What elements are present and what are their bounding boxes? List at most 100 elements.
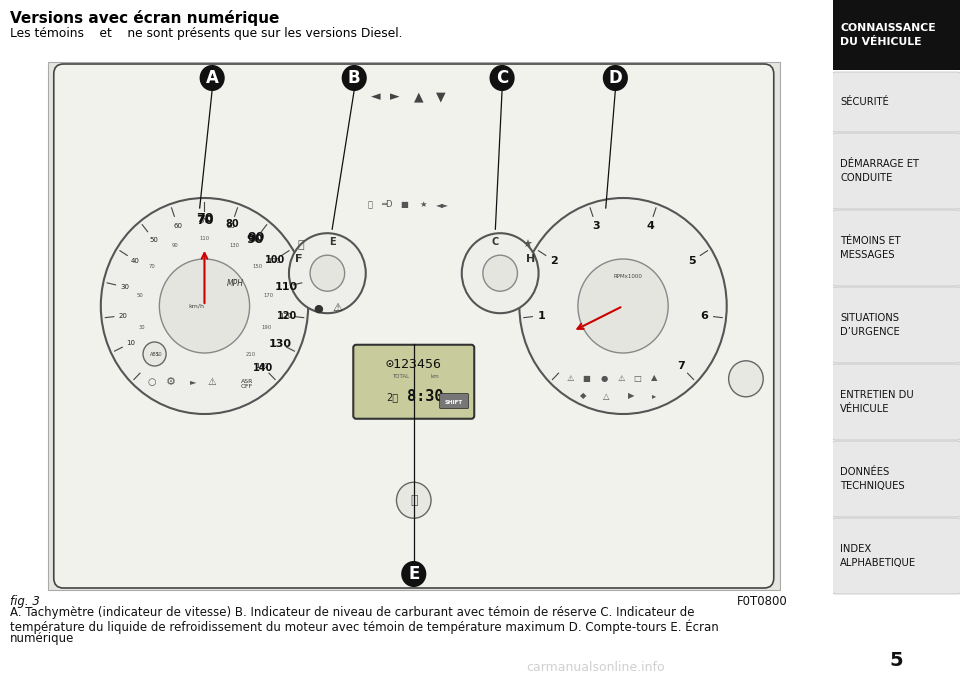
Text: ENTRETIEN DU
VÉHICULE: ENTRETIEN DU VÉHICULE (840, 391, 914, 414)
FancyBboxPatch shape (832, 441, 960, 517)
Text: ABS: ABS (150, 351, 159, 357)
Text: 90: 90 (247, 233, 264, 246)
Text: CONNAISSANCE
DU VÉHICULE: CONNAISSANCE DU VÉHICULE (840, 24, 936, 47)
Text: 20: 20 (119, 313, 128, 319)
Text: ▲: ▲ (651, 374, 657, 382)
Text: E: E (329, 237, 335, 247)
Text: TOTAL: TOTAL (392, 374, 409, 380)
Circle shape (310, 255, 345, 291)
Text: DÉMARRAGE ET
CONDUITE: DÉMARRAGE ET CONDUITE (840, 159, 920, 182)
Text: km: km (430, 374, 440, 380)
Circle shape (101, 198, 308, 414)
Bar (48, 62, 780, 590)
Text: Versions avec écran numérique: Versions avec écran numérique (10, 10, 279, 26)
Circle shape (402, 562, 425, 586)
Text: 90: 90 (172, 243, 179, 248)
Text: SÉCURITÉ: SÉCURITÉ (840, 97, 889, 107)
Text: 70: 70 (196, 214, 213, 228)
Text: SHIFT: SHIFT (445, 399, 463, 405)
Text: 140: 140 (255, 363, 269, 369)
Text: 3: 3 (592, 221, 600, 231)
Circle shape (343, 66, 366, 90)
Text: 1: 1 (538, 311, 546, 321)
Text: ASR
OFF: ASR OFF (241, 378, 252, 389)
Text: F: F (295, 254, 302, 264)
Text: ★: ★ (420, 200, 427, 209)
Text: ═D: ═D (381, 200, 393, 209)
Text: 5: 5 (889, 650, 903, 669)
Text: INDEX
ALPHABETIQUE: INDEX ALPHABETIQUE (840, 544, 917, 567)
Text: 170: 170 (264, 293, 274, 298)
Text: 2: 2 (550, 256, 558, 266)
Bar (833, 0, 960, 70)
Text: ⛽: ⛽ (368, 200, 373, 209)
Text: 60: 60 (173, 223, 182, 228)
Text: ■: ■ (400, 200, 408, 209)
Text: 7: 7 (677, 361, 684, 371)
Text: 190: 190 (261, 325, 272, 330)
Text: température du liquide de refroidissement du moteur avec témoin de température m: température du liquide de refroidissemen… (10, 619, 718, 633)
Circle shape (462, 233, 539, 313)
Text: TÉMOINS ET
MESSAGES: TÉMOINS ET MESSAGES (840, 237, 900, 260)
Circle shape (289, 233, 366, 313)
Text: ▸: ▸ (652, 391, 656, 401)
Text: 80: 80 (226, 219, 239, 229)
Text: C: C (492, 237, 499, 247)
Circle shape (143, 342, 166, 366)
Text: 110: 110 (200, 235, 209, 241)
Text: ▲: ▲ (414, 90, 423, 104)
Text: ●: ● (313, 303, 323, 313)
Circle shape (729, 361, 763, 397)
Text: RPMx1000: RPMx1000 (613, 273, 642, 279)
Text: 70: 70 (196, 212, 213, 226)
Text: 4: 4 (646, 221, 654, 231)
Text: 8:30: 8:30 (407, 389, 444, 404)
Text: 10: 10 (155, 352, 161, 357)
Text: ⛽: ⛽ (298, 240, 303, 250)
Text: ⚠: ⚠ (566, 374, 574, 382)
Text: ◆: ◆ (580, 391, 586, 401)
Text: ★: ★ (522, 240, 532, 250)
FancyBboxPatch shape (832, 364, 960, 440)
Text: ►: ► (190, 378, 196, 386)
Text: B: B (348, 69, 361, 87)
Text: E: E (408, 565, 420, 583)
Text: numérique: numérique (10, 632, 74, 645)
Text: fig. 3: fig. 3 (10, 595, 39, 608)
Text: H: H (526, 254, 536, 264)
Text: △: △ (603, 391, 609, 401)
Text: □: □ (634, 374, 641, 382)
Text: 40: 40 (131, 258, 140, 264)
Text: 130: 130 (268, 339, 291, 348)
Text: ■: ■ (583, 374, 590, 382)
FancyBboxPatch shape (832, 72, 960, 132)
Text: 70: 70 (200, 218, 209, 224)
Text: 50: 50 (136, 293, 143, 298)
Text: ⚠: ⚠ (332, 303, 342, 313)
Text: 120: 120 (277, 311, 298, 321)
Text: A. Tachymètre (indicateur de vitesse) B. Indicateur de niveau de carburant avec : A. Tachymètre (indicateur de vitesse) B.… (10, 606, 694, 619)
Text: 6: 6 (700, 311, 708, 321)
Text: 70: 70 (148, 264, 156, 268)
Text: ⚠: ⚠ (617, 374, 625, 382)
Text: ▶: ▶ (628, 391, 634, 401)
Text: 110: 110 (275, 281, 298, 292)
Text: 150: 150 (252, 264, 262, 268)
Text: ◄►: ◄► (436, 200, 449, 209)
FancyBboxPatch shape (440, 394, 468, 409)
Text: 100: 100 (265, 255, 285, 264)
Text: C: C (496, 69, 508, 87)
Text: ►: ► (390, 90, 399, 104)
Text: 120: 120 (278, 313, 292, 319)
Circle shape (201, 66, 224, 90)
Text: 5: 5 (688, 256, 696, 266)
FancyBboxPatch shape (832, 518, 960, 594)
Text: A: A (205, 69, 219, 87)
Text: ⚠: ⚠ (207, 377, 217, 387)
Text: DONNÉES
TECHNIQUES: DONNÉES TECHNIQUES (840, 467, 905, 491)
Text: ●: ● (600, 374, 608, 382)
Circle shape (604, 66, 627, 90)
Circle shape (159, 259, 250, 353)
Text: D: D (609, 69, 622, 87)
Circle shape (396, 482, 431, 518)
